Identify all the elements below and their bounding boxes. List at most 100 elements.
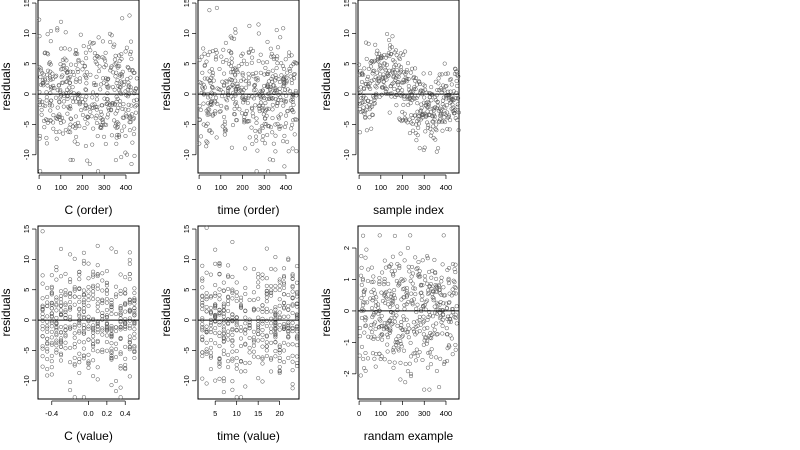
data-point [372,311,377,316]
data-point [401,52,406,57]
data-point [226,295,231,300]
y-axis-label: residuals [0,62,13,110]
data-point [83,143,88,149]
data-point [377,351,382,356]
data-point [200,325,205,330]
data-point [113,355,119,360]
data-point [224,105,229,110]
data-point [204,225,209,230]
data-point [95,309,100,314]
data-point [367,115,372,120]
x-tick-label: 400 [440,409,453,418]
data-point [242,117,247,123]
data-point [37,65,42,70]
data-point [385,31,390,37]
data-point [132,320,137,325]
data-point [73,79,78,84]
data-point [91,126,96,131]
data-point [49,313,54,319]
data-point [98,82,104,87]
data-point [127,115,132,120]
data-point [453,270,458,275]
data-point [398,251,403,256]
data-point [132,349,137,354]
data-point [81,314,86,319]
data-point [260,88,265,93]
data-point [67,81,72,86]
data-point [420,112,425,118]
data-point [427,350,432,355]
data-point [444,306,449,311]
data-point [48,39,53,44]
data-point [86,303,91,308]
data-point [109,335,114,340]
data-point [394,337,399,342]
data-point [408,374,414,379]
data-point [81,258,86,263]
data-point [120,16,125,21]
x-tick-label: 200 [76,183,89,192]
data-point [77,329,82,334]
data-point [68,324,73,329]
data-point [80,60,85,65]
data-point [273,283,278,288]
data-point [101,134,107,139]
data-point [425,291,431,296]
data-point [402,116,407,121]
data-point [236,83,241,89]
data-point [44,141,49,146]
data-point [404,67,409,73]
data-point [234,366,239,371]
data-point [395,340,400,345]
data-point [396,348,401,353]
data-point [416,121,421,126]
data-point [433,270,438,275]
data-point [46,68,51,73]
data-point [127,326,132,331]
data-point [199,90,204,95]
data-point [133,86,138,91]
data-point [200,263,205,268]
data-point [127,308,132,313]
data-point [384,62,389,67]
data-point [286,330,291,335]
data-point [103,58,108,63]
data-point [410,300,415,305]
data-point [277,323,282,328]
data-point [49,324,54,329]
data-point [269,357,274,362]
data-point [217,376,222,381]
data-point [118,307,123,312]
data-point [278,35,283,40]
data-point [274,56,279,61]
data-point [109,246,114,251]
data-point [55,114,60,119]
data-point [208,355,213,360]
data-point [117,58,122,63]
data-point [226,365,231,370]
data-point [271,83,276,88]
data-point [402,94,407,99]
data-point [48,108,53,113]
data-point [113,389,119,394]
data-point [269,293,274,298]
data-point [104,327,109,333]
data-point [100,278,105,283]
data-point [239,78,244,83]
data-point [441,95,446,100]
data-point [281,305,287,310]
data-point [117,84,122,89]
data-point [210,85,215,90]
data-point [68,104,73,109]
data-point [63,127,68,133]
data-point [58,297,64,302]
data-point [58,330,64,335]
data-point [262,121,267,126]
data-point [118,72,123,77]
data-point [204,381,209,386]
data-point [112,87,117,92]
data-point [233,101,238,106]
y-tick-label: -10 [182,375,191,386]
data-point [393,342,399,347]
data-point [258,52,263,57]
